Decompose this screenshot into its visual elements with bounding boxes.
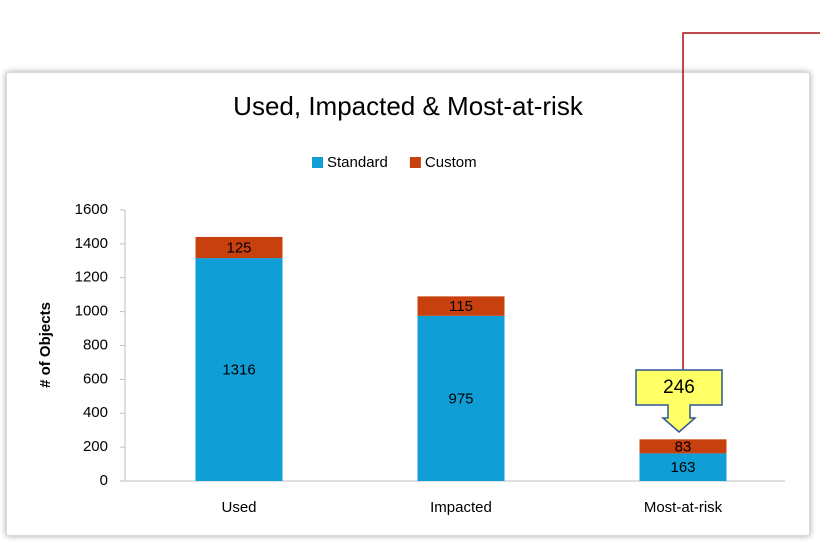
- bar-segment: [417, 315, 505, 481]
- chart-title: Used, Impacted & Most-at-risk: [233, 91, 584, 121]
- legend-label: Standard: [327, 154, 388, 171]
- y-tick-label: 0: [100, 472, 108, 489]
- y-tick-label: 1200: [75, 269, 108, 286]
- legend-swatch: [409, 157, 421, 168]
- data-label: 975: [448, 390, 473, 407]
- y-axis-label: # of Objects: [37, 302, 54, 388]
- bar-segment: [639, 439, 727, 454]
- y-tick-label: 800: [83, 336, 108, 353]
- legend-swatch: [312, 157, 323, 168]
- legend-label: Custom: [425, 154, 477, 171]
- y-tick-label: 200: [83, 438, 108, 455]
- data-label: 115: [449, 298, 473, 315]
- bar-segment: [639, 453, 727, 481]
- x-tick-label: Used: [221, 499, 256, 516]
- bar-segment: [195, 258, 283, 481]
- annotation: 246: [663, 377, 695, 398]
- data-label: 83: [675, 438, 692, 455]
- data-label: 163: [670, 459, 695, 476]
- bar-segment: [417, 296, 505, 316]
- y-tick-label: 1000: [75, 303, 108, 320]
- bar-segment: [195, 236, 283, 259]
- callout-box: [635, 369, 723, 433]
- x-tick-label: Most-at-risk: [644, 499, 723, 516]
- x-tick-label: Impacted: [430, 499, 492, 516]
- data-label: 1316: [222, 362, 255, 379]
- y-tick-label: 600: [83, 370, 108, 387]
- y-tick-label: 1600: [75, 201, 108, 218]
- y-tick-label: 1400: [75, 235, 108, 252]
- data-label: 125: [226, 239, 251, 256]
- y-tick-label: 400: [83, 404, 108, 421]
- connector-line: [682, 32, 820, 370]
